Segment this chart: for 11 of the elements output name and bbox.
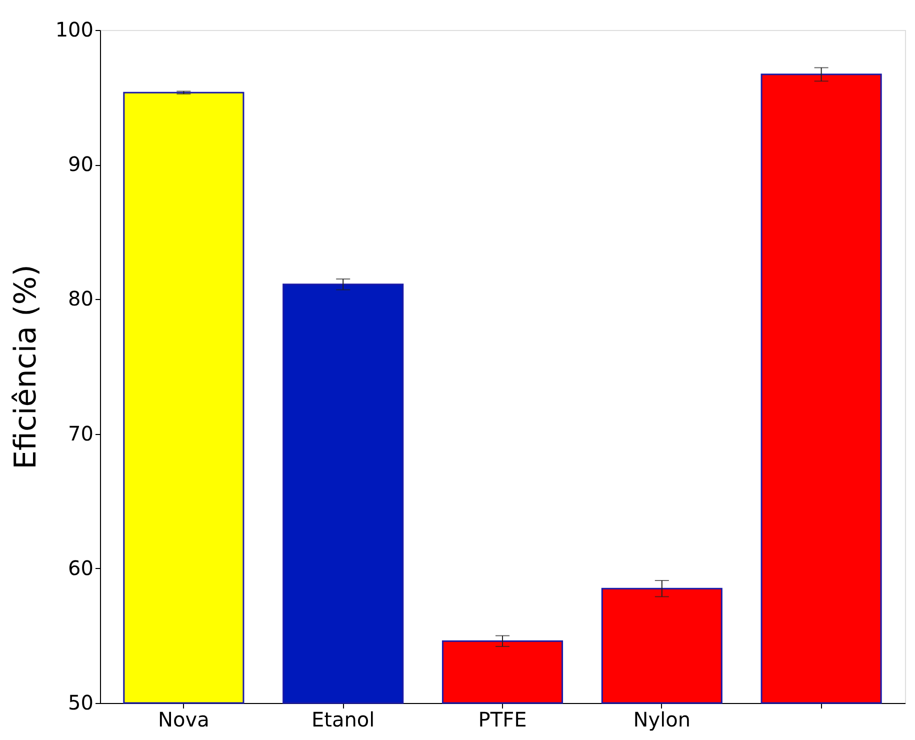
y-tick-label: 60 (68, 556, 94, 580)
y-tick-label: 90 (68, 152, 94, 176)
y-axis-title: Eficiência (%) (8, 264, 44, 470)
y-tick-label: 100 (55, 18, 94, 42)
x-tick-label: Etanol (311, 708, 375, 732)
y-tick-label: 50 (68, 690, 94, 714)
x-tick-label: Nova (158, 708, 210, 732)
x-tick-label: PTFE (478, 708, 527, 732)
y-tick-label: 80 (68, 286, 94, 311)
x-tick-label: Nylon (633, 708, 691, 732)
y-tick-label: 70 (68, 421, 94, 446)
